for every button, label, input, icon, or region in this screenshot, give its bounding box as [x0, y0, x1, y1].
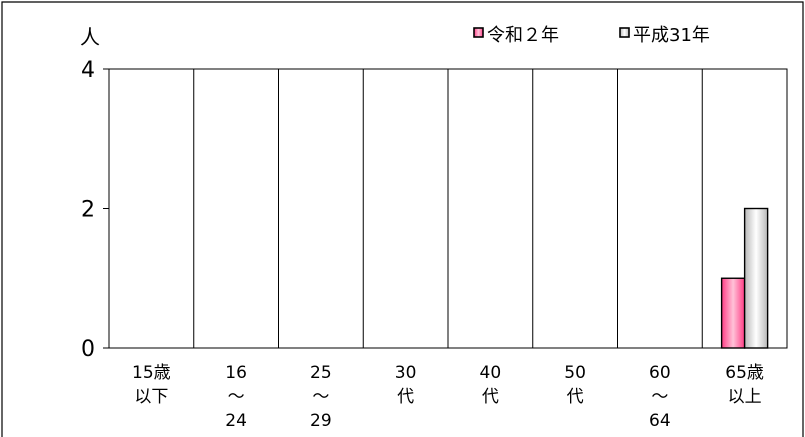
x-tick-label: 50	[564, 363, 586, 383]
bars	[720, 207, 769, 349]
x-tick-label: 64	[649, 411, 671, 431]
x-tick-label: 30	[395, 363, 417, 383]
legend: 令和２年 平成31年	[473, 25, 710, 46]
legend-swatch-heisei31	[619, 27, 630, 38]
x-tick-label: 代	[397, 387, 414, 407]
legend-label-reiwa2: 令和２年	[487, 25, 559, 46]
x-tick-label: 代	[482, 387, 499, 407]
y-tick-label: 0	[81, 337, 95, 362]
x-tick-label: 以下	[134, 387, 168, 407]
x-tick-label: 25	[310, 363, 332, 383]
x-tick-label: ～	[312, 387, 329, 407]
bar-heisei31	[743, 207, 769, 349]
y-axis: 0 2 4	[81, 58, 109, 362]
legend-label-heisei31: 平成31年	[633, 25, 710, 46]
bar-reiwa2	[720, 277, 746, 349]
x-tick-label: ～	[651, 387, 668, 407]
y-tick-label: 2	[81, 198, 95, 223]
x-tick-label: 15歳	[132, 363, 171, 383]
x-tick-label: 29	[310, 411, 332, 431]
x-tick-label: ～	[228, 387, 245, 407]
x-tick-label: 60	[649, 363, 671, 383]
x-tick-label: 16	[225, 363, 247, 383]
x-tick-label: 24	[225, 411, 247, 431]
y-tick-label: 4	[81, 58, 95, 83]
x-tick-label: 40	[480, 363, 502, 383]
x-tick-label: 代	[567, 387, 584, 407]
legend-swatch-reiwa2	[473, 27, 484, 38]
category-separators	[193, 69, 703, 348]
x-tick-label: 65歳	[725, 363, 764, 383]
y-axis-unit-label: 人	[80, 25, 100, 49]
x-tick-label: 以上	[728, 387, 762, 407]
